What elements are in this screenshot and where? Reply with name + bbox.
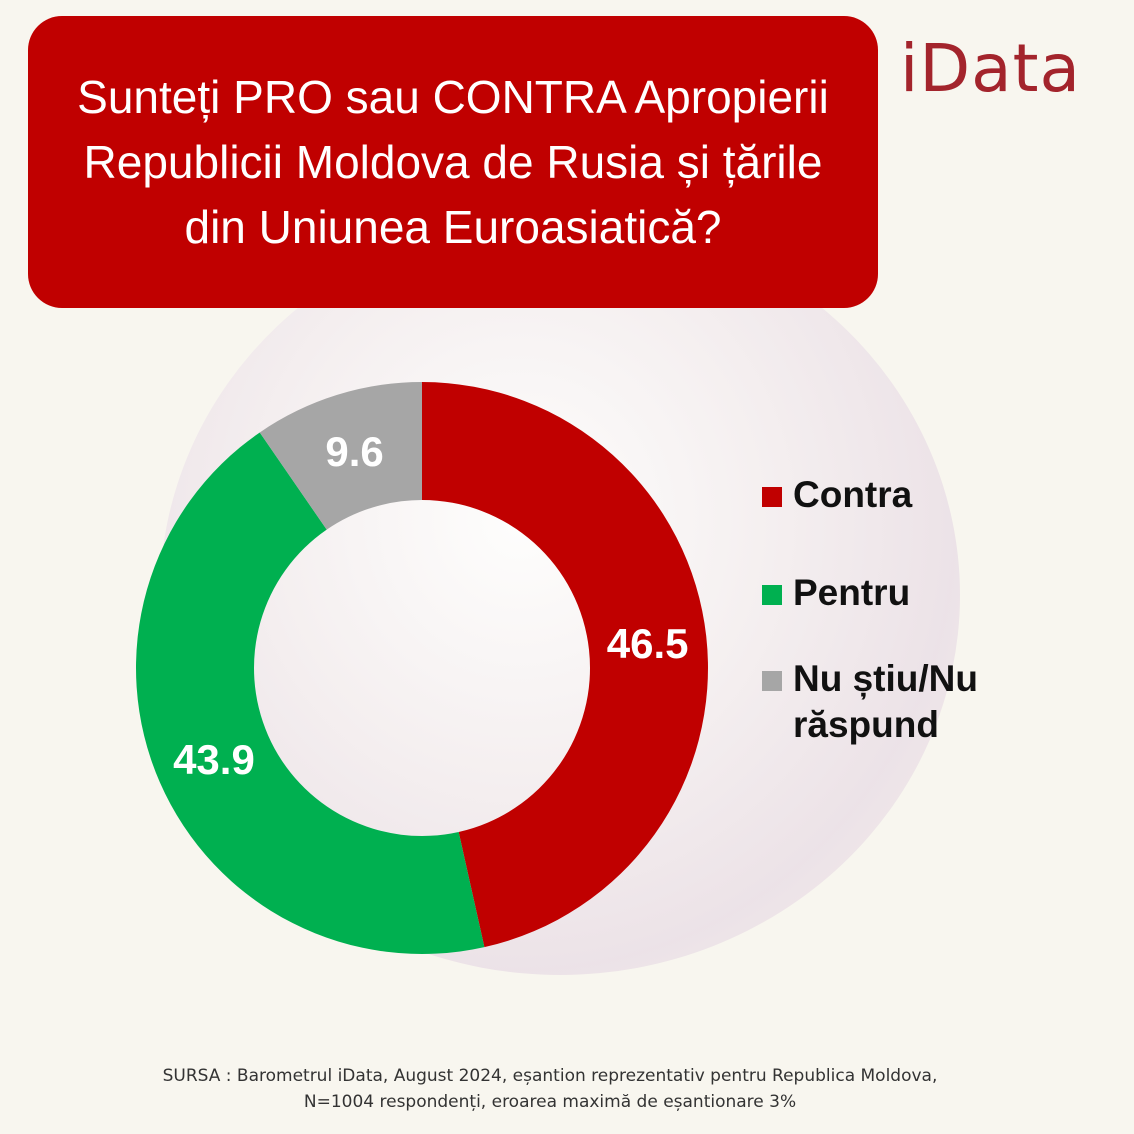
legend-label-contra: Contra <box>793 474 913 515</box>
legend-item-nu-stiu: Nu știu/Nu răspund <box>762 656 1023 748</box>
legend: Contra Pentru Nu știu/Nu răspund <box>762 472 1023 748</box>
source-note: SURSA : Barometrul iData, August 2024, e… <box>0 1063 1100 1115</box>
source-line-2: N=1004 respondenți, eroarea maximă de eș… <box>303 1092 797 1112</box>
data-label-contra: 46.5 <box>607 620 689 667</box>
data-label-pentru: 43.9 <box>173 736 255 783</box>
donut-slice-nu-stiu <box>259 382 422 530</box>
donut-slice-pentru <box>135 432 485 955</box>
idata-logo: iData <box>900 30 1081 107</box>
chart-title: Sunteți PRO sau CONTRA Apropierii Republ… <box>77 70 829 253</box>
source-line-1: SURSA : Barometrul iData, August 2024, e… <box>162 1066 938 1086</box>
title-banner: Sunteți PRO sau CONTRA Apropierii Republ… <box>28 16 878 308</box>
legend-item-contra: Contra <box>762 472 1023 518</box>
legend-swatch-contra <box>762 487 782 507</box>
donut-slice-contra <box>422 382 709 948</box>
data-label-nu-stiu: 9.6 <box>325 428 383 475</box>
legend-item-pentru: Pentru <box>762 570 1023 616</box>
legend-label-pentru: Pentru <box>793 572 911 613</box>
legend-swatch-pentru <box>762 585 782 605</box>
legend-label-nu-stiu: Nu știu/Nu răspund <box>793 658 978 745</box>
legend-swatch-nu-stiu <box>762 671 782 691</box>
